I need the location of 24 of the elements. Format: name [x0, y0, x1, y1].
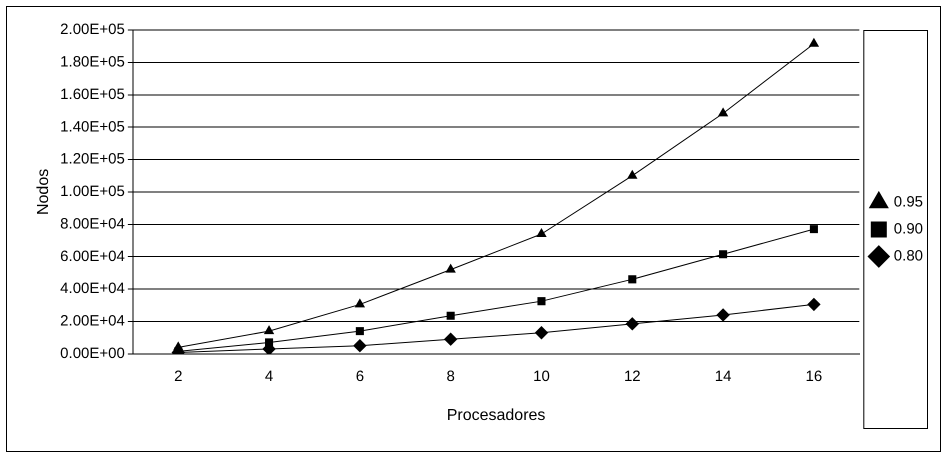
legend-label: 0.80: [894, 248, 924, 265]
legend-label: 0.95: [894, 194, 924, 211]
y-tick-label: 1.20E+05: [60, 150, 125, 168]
x-tick-label: 14: [714, 368, 732, 385]
y-tick-label: 8.00E+04: [60, 215, 125, 232]
y-tick-label: 4.00E+04: [60, 280, 125, 298]
x-axis-title: Procesadores: [446, 406, 546, 424]
y-tick-label: 1.80E+05: [60, 54, 125, 71]
y-tick-label: 1.40E+05: [60, 118, 125, 136]
x-tick-label: 16: [806, 368, 822, 385]
x-tick-label: 8: [446, 368, 455, 385]
x-tick-label: 6: [356, 368, 364, 385]
x-tick-label: 10: [533, 368, 550, 385]
y-axis-title: Nodos: [35, 168, 52, 216]
y-tick-label: 1.00E+05: [60, 183, 125, 200]
y-tick-label: 1.60E+05: [60, 86, 125, 103]
y-tick-label: 2.00E+05: [60, 21, 125, 38]
y-tick-label: 0.00E+00: [60, 344, 125, 362]
x-tick-label: 12: [624, 368, 641, 385]
x-tick-label: 4: [264, 368, 274, 385]
legend-label: 0.90: [894, 220, 924, 238]
y-tick-label: 2.00E+04: [60, 312, 125, 330]
x-tick-label: 2: [174, 368, 182, 385]
y-tick-label: 6.00E+04: [60, 248, 125, 265]
